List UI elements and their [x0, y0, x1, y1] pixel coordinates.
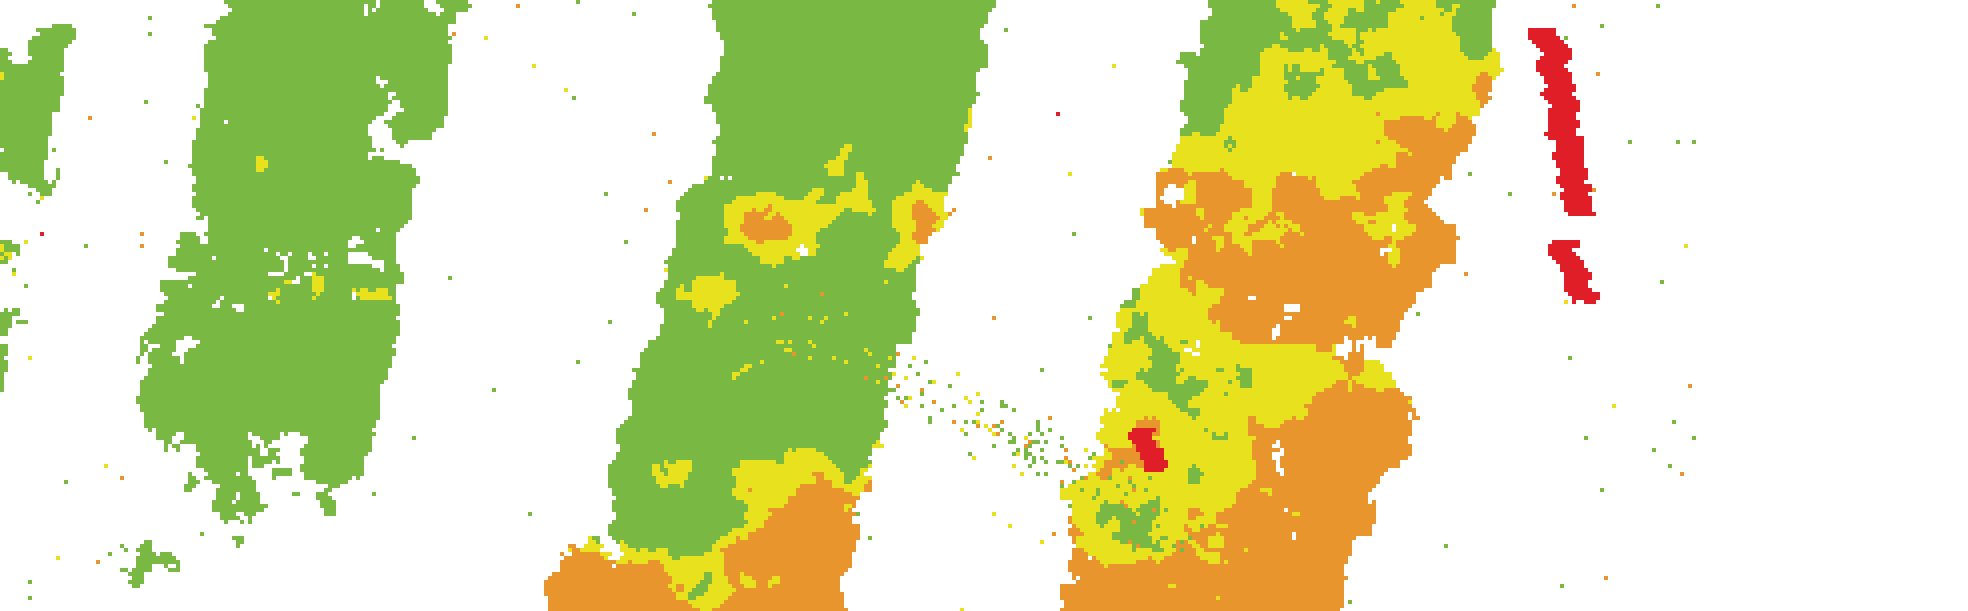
raster-map-viewport[interactable]: Classified Raster Swath Map	[0, 0, 1968, 611]
classified-raster-canvas[interactable]	[0, 0, 1968, 611]
